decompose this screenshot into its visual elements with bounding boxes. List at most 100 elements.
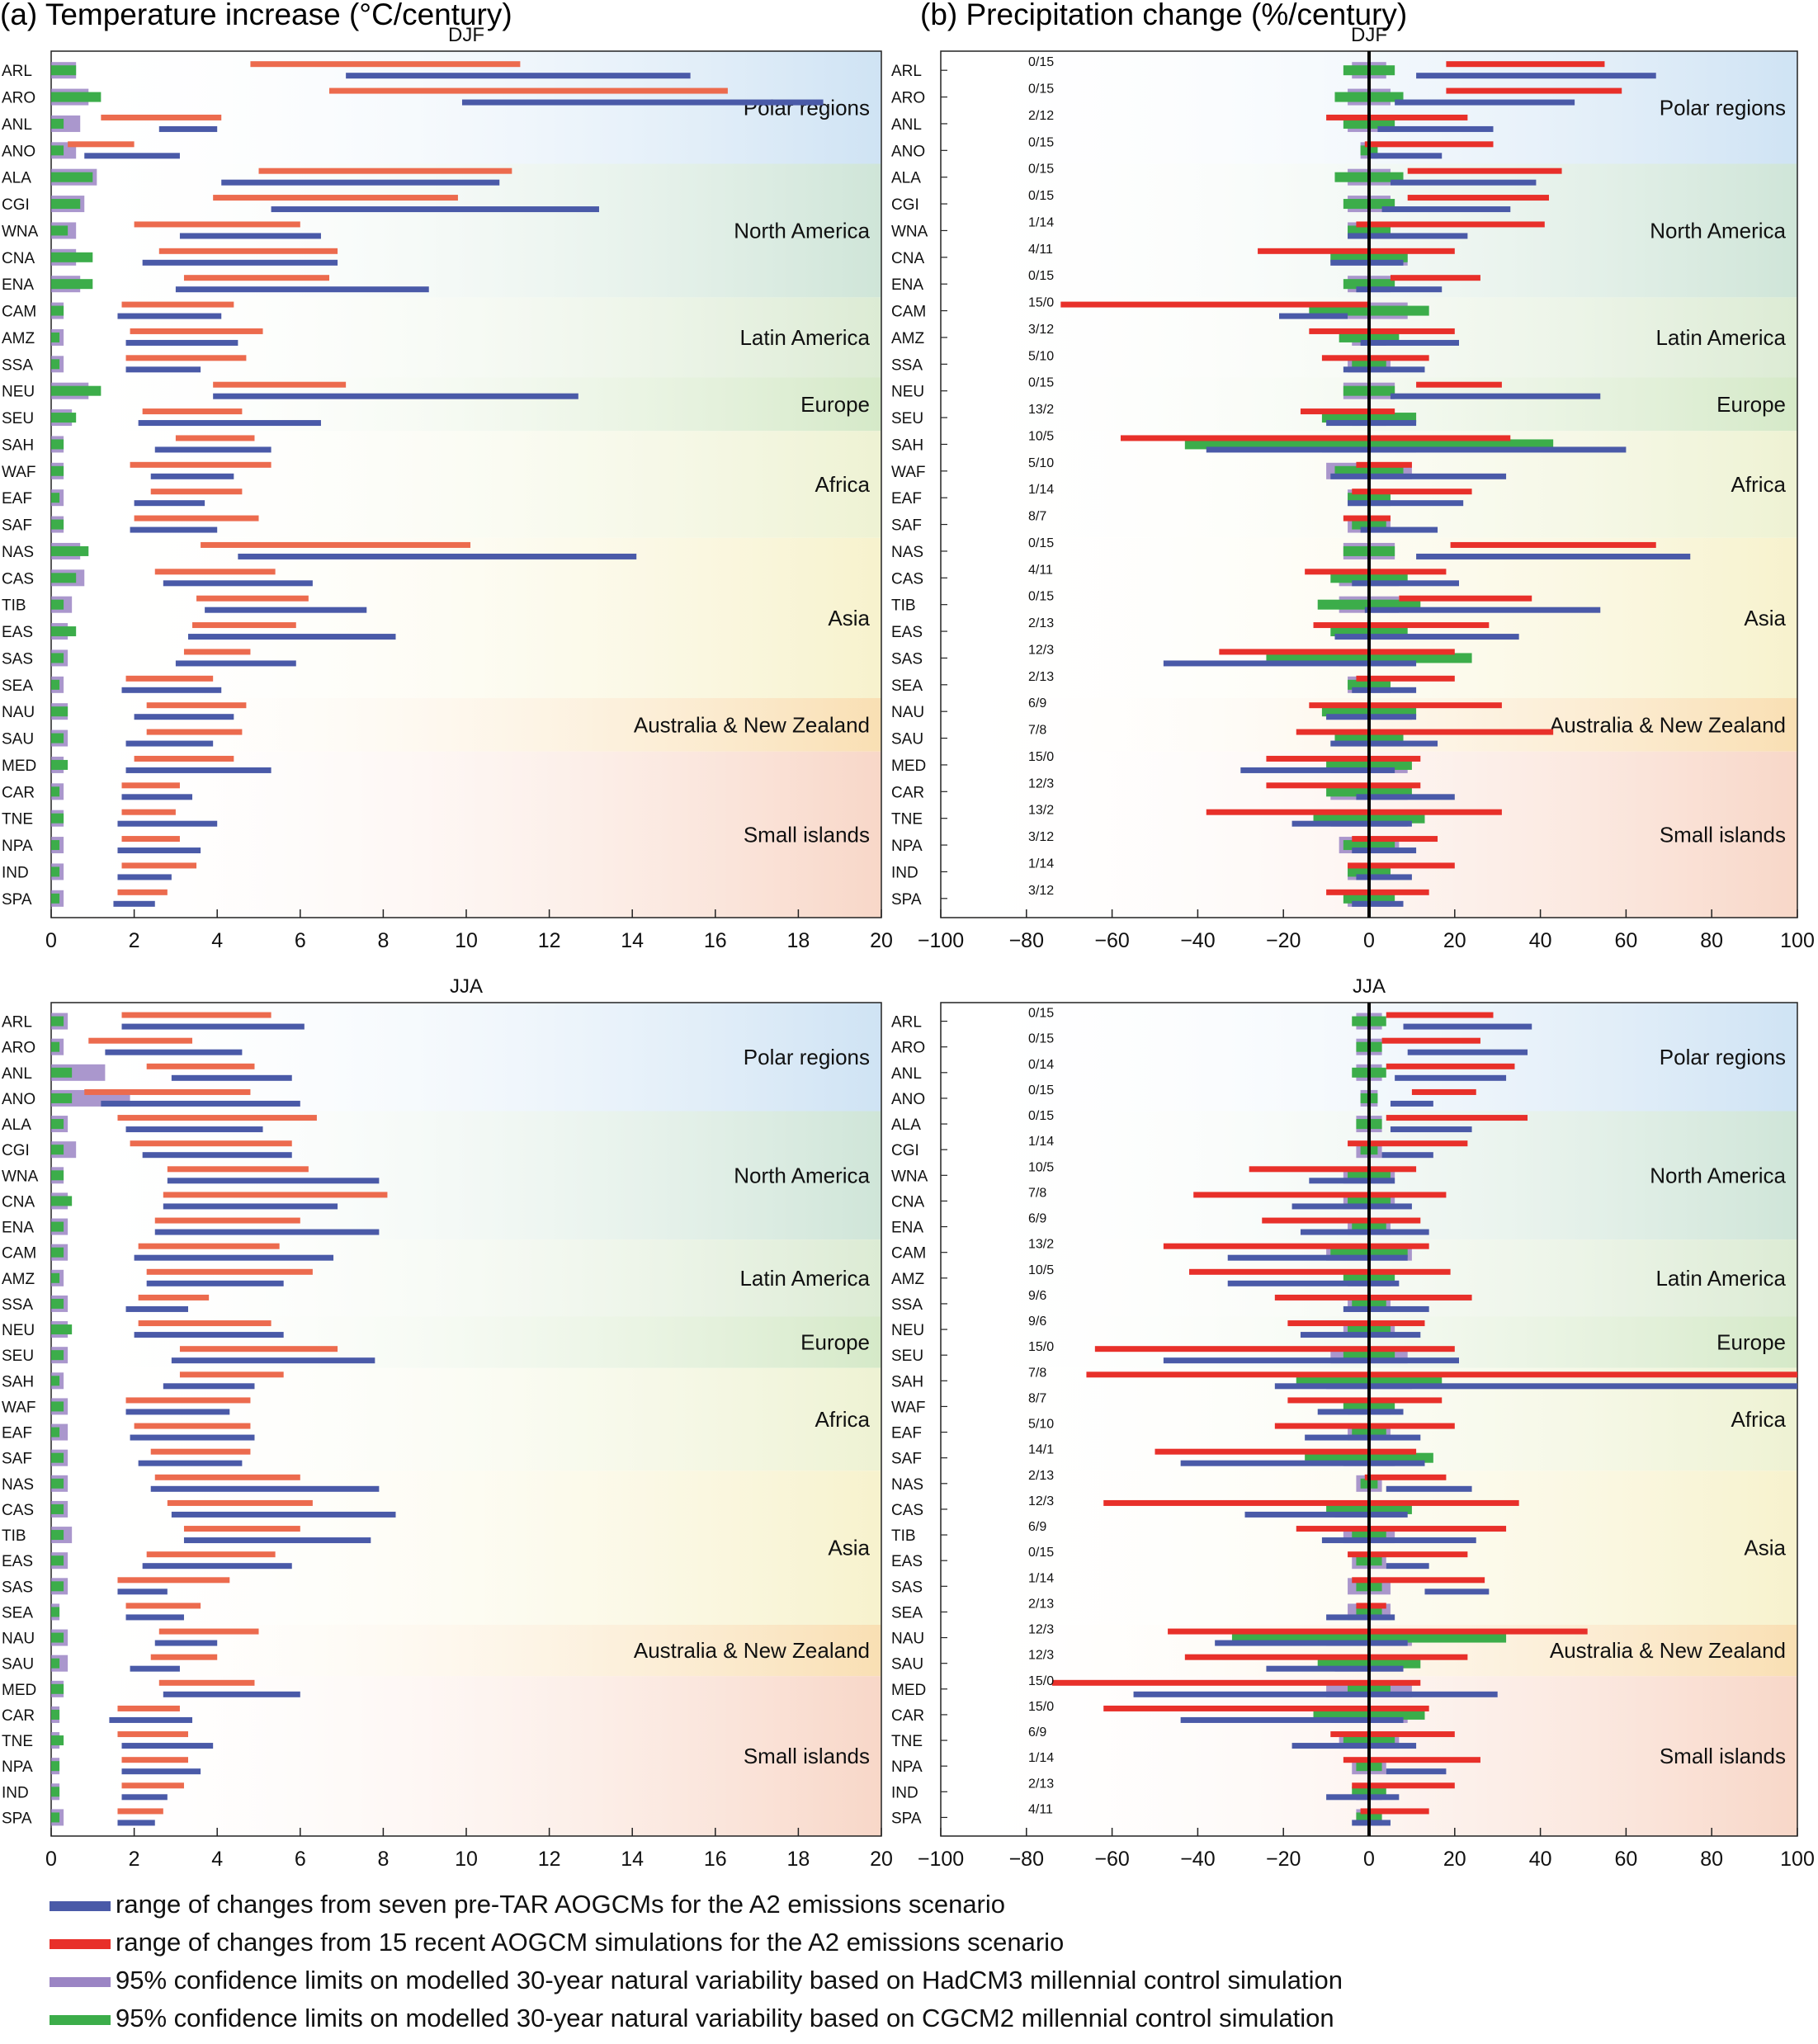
model-count-label: 1/14	[1028, 857, 1054, 871]
region-label: NEU	[2, 384, 35, 401]
recent-range-bar	[1360, 1808, 1429, 1815]
model-count-label: 15/0	[1028, 296, 1054, 310]
pre-tar-range-bar	[1352, 847, 1417, 854]
recent-range-bar	[134, 221, 300, 228]
recent-range-bar	[1330, 1731, 1455, 1738]
cgcm2-bar	[51, 493, 60, 503]
legend-label: 95% confidence limits on modelled 30-yea…	[116, 2004, 1334, 2032]
x-tick-label: 80	[1700, 1848, 1723, 1871]
recent-range-bar	[1163, 1243, 1429, 1249]
model-count-label: 0/15	[1028, 1083, 1054, 1098]
region-label: ENA	[2, 1220, 34, 1237]
model-count-label: 7/8	[1028, 724, 1046, 738]
pre-tar-range-bar	[142, 259, 338, 266]
model-count-label: 9/6	[1028, 1315, 1046, 1329]
cgcm2-bar	[51, 413, 77, 423]
pre-tar-range-bar	[179, 233, 321, 239]
recent-range-bar	[1060, 301, 1369, 308]
model-count-label: 2/13	[1028, 670, 1054, 684]
region-label: ENA	[891, 1220, 923, 1237]
pre-tar-range-bar	[117, 1588, 168, 1595]
model-count-label: 4/11	[1028, 563, 1053, 577]
panel-season-title: JJA	[450, 975, 483, 998]
recent-range-bar	[329, 87, 728, 94]
region-label: EAS	[891, 624, 923, 641]
pre-tar-range-bar	[154, 1640, 218, 1646]
model-count-label: 13/2	[1028, 1238, 1054, 1252]
cgcm2-bar	[51, 1016, 64, 1027]
model-count-label: 6/9	[1028, 696, 1046, 710]
pre-tar-range-bar	[1348, 500, 1464, 507]
model-count-label: 0/15	[1028, 83, 1054, 97]
x-tick-label: 0	[1363, 1848, 1375, 1871]
x-tick-label: −80	[1009, 929, 1044, 952]
group-label: Small islands	[1660, 1744, 1786, 1768]
cgcm2-bar	[51, 465, 64, 476]
cgcm2-bar	[51, 1607, 60, 1617]
group-label: Africa	[815, 472, 871, 497]
pre-tar-range-bar	[1334, 634, 1519, 640]
x-tick-label: −40	[1180, 1848, 1215, 1871]
x-tick-label: −100	[918, 929, 964, 952]
recent-range-bar	[258, 168, 512, 174]
recent-range-bar	[179, 1346, 338, 1352]
pre-tar-range-bar	[113, 900, 155, 907]
x-tick-label: 20	[870, 1848, 893, 1871]
recent-range-bar	[134, 1423, 251, 1429]
pre-tar-range-bar	[1309, 1178, 1395, 1184]
x-tick-label: 10	[455, 1848, 478, 1871]
region-label: AMZ	[891, 330, 925, 347]
pre-tar-range-bar	[130, 526, 218, 533]
model-count-label: 7/8	[1028, 1186, 1046, 1200]
pre-tar-range-bar	[138, 420, 321, 427]
region-label: SAF	[2, 517, 32, 535]
region-label: ANO	[2, 1091, 35, 1108]
pre-tar-range-bar	[163, 1383, 255, 1390]
legend-item-recent: range of changes from 15 recent AOGCM si…	[50, 1924, 1783, 1961]
pre-tar-range-bar	[109, 1716, 193, 1723]
recent-range-bar	[1287, 1320, 1425, 1327]
recent-range-bar	[213, 195, 458, 201]
recent-range-bar	[175, 435, 255, 441]
cgcm2-bar	[51, 893, 60, 904]
recent-range-bar	[1103, 1705, 1429, 1711]
pre-tar-range-bar	[154, 446, 272, 453]
recent-range-bar	[1266, 755, 1421, 762]
model-count-label: 0/15	[1028, 1007, 1054, 1021]
x-tick-label: 14	[621, 1848, 644, 1871]
pre-tar-range-bar	[1364, 607, 1601, 613]
recent-range-bar	[1219, 649, 1455, 655]
pre-tar-range-bar	[1206, 446, 1627, 453]
region-label: NEU	[2, 1322, 35, 1339]
region-label: NAU	[2, 1631, 35, 1648]
pre-tar-range-bar	[105, 1049, 243, 1055]
cgcm2-bar	[51, 653, 64, 663]
pre-tar-range-bar	[175, 660, 296, 667]
pre-tar-range-bar	[1305, 1434, 1421, 1441]
region-label: IND	[891, 1784, 918, 1801]
region-label: SAH	[891, 1373, 923, 1390]
recent-range-bar	[158, 1628, 259, 1635]
pre-tar-range-bar	[1348, 233, 1468, 239]
recent-range-bar	[1309, 328, 1455, 334]
recent-range-bar	[1296, 729, 1554, 735]
region-label: ANL	[2, 116, 32, 134]
cgcm2-bar	[51, 1221, 64, 1232]
model-count-label: 1/14	[1028, 1135, 1054, 1149]
region-label: TNE	[891, 1733, 923, 1750]
legend-swatch-purple	[50, 1977, 111, 1987]
model-count-label: 7/8	[1028, 1366, 1046, 1380]
cgcm2-bar	[51, 145, 64, 156]
x-tick-label: 60	[1614, 1848, 1637, 1871]
region-label: ANL	[891, 1065, 922, 1083]
cgcm2-bar	[51, 279, 93, 290]
cgcm2-bar	[51, 225, 68, 236]
region-label: ARL	[2, 1014, 32, 1031]
recent-range-bar	[68, 141, 135, 148]
x-tick-label: −20	[1266, 1848, 1301, 1871]
region-label: CGI	[2, 1142, 30, 1159]
pre-tar-range-bar	[1416, 73, 1656, 79]
recent-range-bar	[1189, 1268, 1451, 1275]
legend-swatch-blue	[50, 1901, 111, 1911]
cgcm2-bar	[51, 1530, 64, 1541]
